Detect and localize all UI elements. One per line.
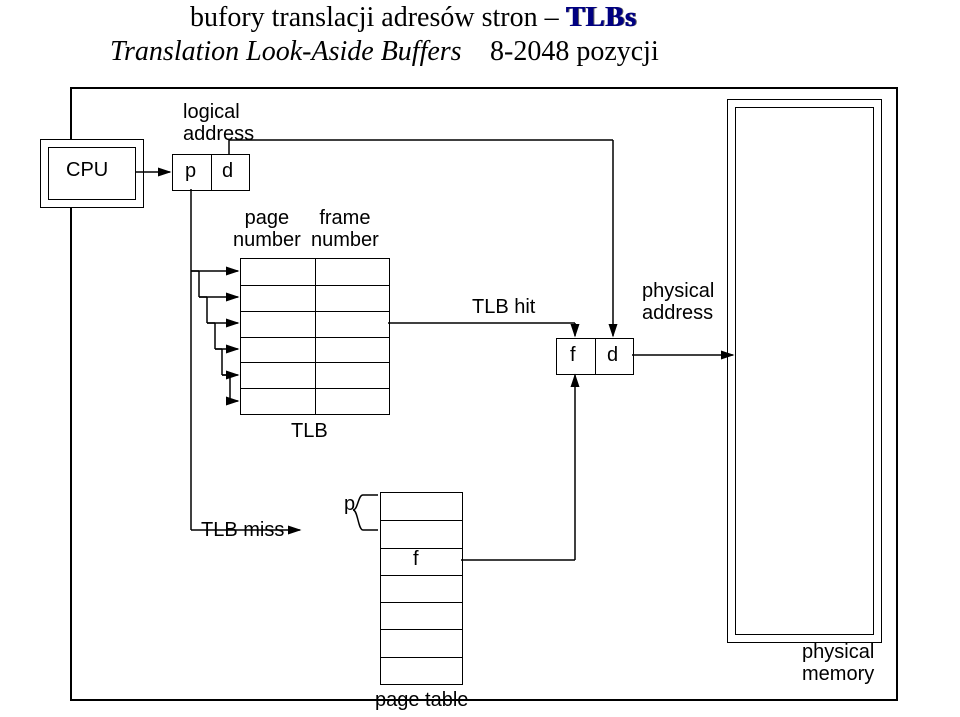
tlb-box [240, 258, 390, 415]
d2-label: d [607, 344, 618, 366]
title-line1: bufory translacji adresów stron – TLBs [190, 2, 637, 34]
tlb-miss-label: TLB miss [201, 519, 284, 541]
tlb-hit-label: TLB hit [472, 296, 535, 318]
frame-number-label: frame number [311, 207, 379, 251]
phys-mem-l1: physical [802, 641, 874, 663]
f-label: f [570, 344, 576, 366]
logical-address-label: logical address [183, 101, 254, 145]
page-num-l2: number [233, 229, 301, 251]
frame-num-l1: frame [319, 207, 370, 229]
phys-mem-box [735, 107, 874, 635]
phys-mem-l2: memory [802, 663, 874, 685]
page-num-l1: page [245, 207, 290, 229]
cpu-label: CPU [66, 159, 108, 181]
tlb-label: TLB [291, 420, 328, 442]
p2-label: p [344, 493, 355, 515]
page-table-box [380, 492, 463, 685]
frame-num-l2: number [311, 229, 379, 251]
f2-label: f [413, 548, 419, 570]
fd-box [556, 338, 634, 375]
title-text: bufory translacji adresów stron – [190, 2, 559, 33]
p-label: p [185, 160, 196, 182]
physical-memory-label: physical memory [802, 641, 874, 685]
d-label: d [222, 160, 233, 182]
logical-l2: address [183, 123, 254, 145]
phys-addr-l2: address [642, 302, 713, 324]
title-line2b: 8-2048 pozycji [490, 36, 659, 68]
pd-box [172, 154, 250, 191]
page-number-label: page number [233, 207, 301, 251]
title-line2a: Translation Look-Aside Buffers [110, 36, 462, 68]
physical-address-label: physical address [642, 280, 714, 324]
title-tlbs: TLBs [566, 2, 637, 33]
phys-addr-l1: physical [642, 280, 714, 302]
logical-l1: logical [183, 101, 240, 123]
page-table-label: page table [375, 689, 468, 711]
